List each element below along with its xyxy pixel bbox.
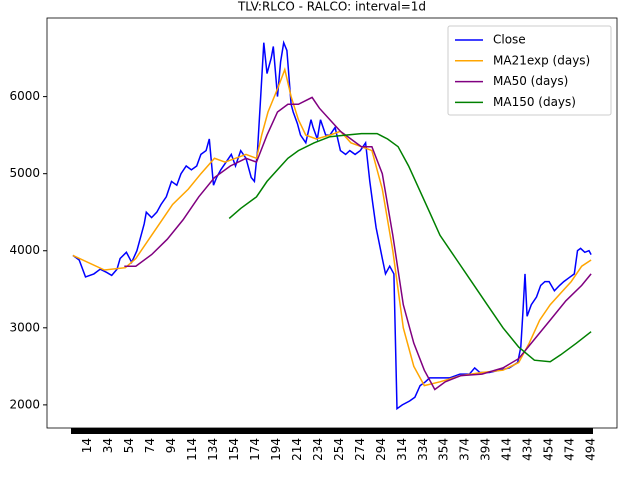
legend-label: MA50 (days) bbox=[493, 74, 568, 88]
y-tick-label: 4000 bbox=[9, 243, 40, 257]
chart-title: TLV:RLCO - RALCO: interval=1d bbox=[237, 0, 426, 14]
x-tick-label: 34 bbox=[101, 438, 115, 453]
x-tick-label: 274 bbox=[353, 438, 367, 461]
x-tick-label: 54 bbox=[122, 438, 136, 453]
x-tick-label: 414 bbox=[500, 438, 514, 461]
y-tick-label: 3000 bbox=[9, 320, 40, 334]
y-tick-label: 5000 bbox=[9, 166, 40, 180]
y-tick-label: 6000 bbox=[9, 89, 40, 103]
x-tick-label: 354 bbox=[437, 438, 451, 461]
x-tick-label: 494 bbox=[584, 438, 598, 461]
x-tick-label: 154 bbox=[227, 438, 241, 461]
x-tick-label: 94 bbox=[164, 438, 178, 453]
x-tick-label: 134 bbox=[206, 438, 220, 461]
x-tick-label: 74 bbox=[143, 438, 157, 453]
x-tick-label: 374 bbox=[458, 438, 472, 461]
x-tick-label: 454 bbox=[542, 438, 556, 461]
legend-box bbox=[447, 25, 612, 116]
series-line bbox=[228, 132, 592, 363]
x-tick-label: 474 bbox=[563, 438, 577, 461]
x-tick-label: 214 bbox=[290, 438, 304, 461]
x-tick-label: 334 bbox=[416, 438, 430, 461]
legend-label: MA21exp (days) bbox=[493, 53, 590, 67]
x-tick-label: 14 bbox=[80, 438, 94, 453]
plot-frame bbox=[46, 17, 618, 429]
x-tick-label: 434 bbox=[521, 438, 535, 461]
y-tick-label: 2000 bbox=[9, 397, 40, 411]
x-tick-label: 314 bbox=[395, 438, 409, 461]
dense-ticks bbox=[71, 428, 593, 434]
x-tick-label: 194 bbox=[269, 438, 283, 461]
x-tick-label: 394 bbox=[479, 438, 493, 461]
legend-label: MA150 (days) bbox=[493, 95, 576, 109]
x-tick-label: 254 bbox=[332, 438, 346, 461]
series-line bbox=[124, 96, 592, 391]
x-tick-label: 174 bbox=[248, 438, 262, 461]
series-line bbox=[72, 39, 592, 411]
series-line bbox=[72, 67, 592, 387]
legend-label: Close bbox=[493, 33, 526, 47]
x-tick-label: 294 bbox=[374, 438, 388, 461]
x-tick-label: 234 bbox=[311, 438, 325, 461]
x-tick-label: 114 bbox=[185, 438, 199, 461]
